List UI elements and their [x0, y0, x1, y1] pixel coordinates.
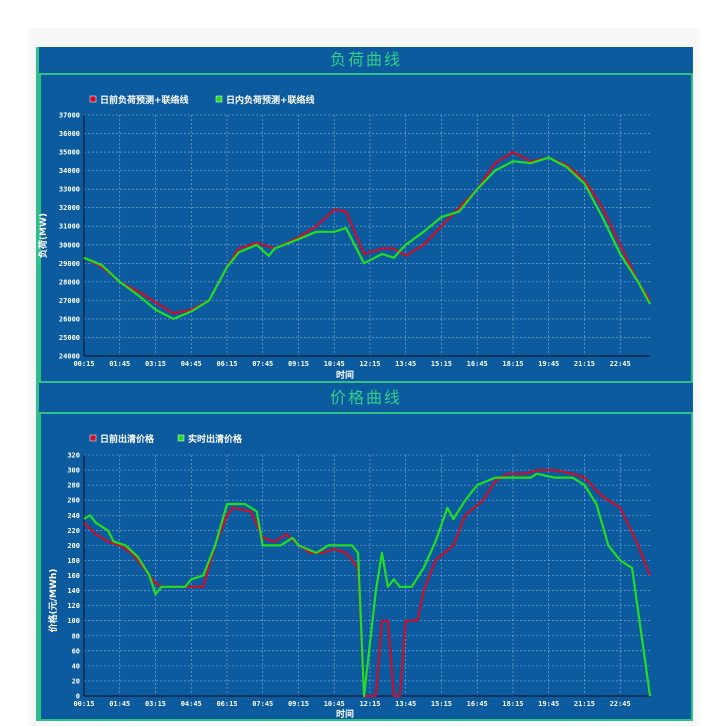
price-x-axis-label: 时间: [336, 708, 354, 720]
load-x-tick-label: 12:15: [359, 360, 380, 368]
load-x-tick-label: 13:45: [395, 360, 416, 368]
price-x-tick-label: 15:15: [431, 700, 452, 708]
price-y-tick-label: 80: [72, 632, 80, 640]
load-y-tick-label: 33000: [59, 186, 80, 194]
price-x-tick-label: 09:15: [288, 700, 309, 708]
load-y-tick-label: 28000: [59, 278, 80, 286]
price-y-axis-label: 价格(元/MWh): [47, 569, 59, 633]
load-x-tick-label: 18:15: [502, 360, 523, 368]
load-x-tick-label: 06:15: [216, 360, 237, 368]
load-series-line-intraday: [83, 156, 651, 320]
price-y-tick-label: 200: [67, 542, 80, 550]
load-y-tick-label: 31000: [59, 223, 80, 231]
price-x-tick-label: 03:15: [145, 700, 166, 708]
load-x-tick-label: 21:15: [574, 360, 595, 368]
price-x-tick-label: 07:45: [252, 700, 273, 708]
price-y-tick-label: 100: [67, 617, 80, 625]
price-plot-area: [39, 412, 693, 721]
load-x-tick-label: 04:45: [181, 360, 202, 368]
load-chart-title: 负荷曲线: [329, 50, 402, 69]
load-chart-panel: 负荷曲线: [36, 47, 693, 383]
price-x-tick-label: 18:15: [502, 700, 523, 708]
price-legend-swatch: [89, 434, 97, 442]
price-x-tick-label: 19:45: [538, 700, 559, 708]
price-y-tick-label: 160: [67, 572, 80, 580]
load-x-tick-label: 09:15: [288, 360, 309, 368]
price-y-tick-label: 60: [72, 647, 80, 655]
load-x-tick-label: 16:45: [467, 360, 488, 368]
load-x-tick-label: 01:45: [109, 360, 130, 368]
load-x-tick-label: 19:45: [538, 360, 559, 368]
load-y-tick-label: 30000: [59, 241, 80, 249]
load-y-axis-label: 负荷(MW): [37, 213, 49, 258]
price-y-tick-label: 180: [67, 557, 80, 565]
load-x-tick-label: 03:15: [145, 360, 166, 368]
load-y-tick-label: 26000: [59, 315, 80, 323]
price-y-tick-label: 40: [72, 662, 80, 670]
price-x-tick-label: 22:45: [610, 700, 631, 708]
load-x-tick-label: 15:15: [431, 360, 452, 368]
load-legend-label: 日内负荷预测+联络线: [226, 94, 315, 106]
price-series-line-intraday: [83, 472, 652, 698]
load-legend-swatch: [89, 95, 97, 103]
load-x-axis-label: 时间: [336, 369, 354, 381]
price-x-tick-label: 06:15: [216, 700, 237, 708]
load-x-tick-label: 10:45: [324, 360, 345, 368]
load-y-tick-label: 34000: [59, 167, 80, 175]
load-y-tick-label: 37000: [59, 112, 80, 120]
price-legend-swatch: [177, 434, 185, 442]
price-x-tick-label: 00:15: [73, 700, 94, 708]
load-x-tick-label: 07:45: [252, 360, 273, 368]
load-y-tick-label: 25000: [59, 334, 80, 342]
price-y-tick-label: 0: [76, 693, 80, 701]
load-x-tick-label: 00:15: [73, 360, 94, 368]
price-chart-title: 价格曲线: [329, 388, 402, 407]
price-y-tick-label: 260: [67, 497, 80, 505]
load-y-tick-label: 35000: [59, 149, 80, 157]
price-x-tick-label: 21:15: [574, 700, 595, 708]
price-y-tick-label: 120: [67, 602, 80, 610]
price-chart-panel: 价格曲线: [36, 383, 693, 721]
load-y-tick-label: 27000: [59, 297, 80, 305]
load-legend-swatch: [215, 95, 223, 103]
price-x-tick-label: 01:45: [109, 700, 130, 708]
price-x-tick-label: 10:45: [324, 700, 345, 708]
load-y-tick-label: 24000: [59, 353, 80, 361]
load-y-tick-label: 29000: [59, 260, 80, 268]
load-legend-label: 日前负荷预测+联络线: [100, 94, 189, 106]
price-y-tick-label: 320: [67, 452, 80, 460]
load-y-tick-label: 32000: [59, 204, 80, 212]
price-x-tick-label: 13:45: [395, 700, 416, 708]
price-x-tick-label: 12:15: [359, 700, 380, 708]
price-y-tick-label: 300: [67, 467, 80, 475]
price-x-tick-label: 16:45: [467, 700, 488, 708]
load-x-tick-label: 22:45: [610, 360, 631, 368]
load-y-tick-label: 36000: [59, 130, 80, 138]
price-legend-label: 日前出清价格: [100, 433, 155, 445]
load-plot-area: [39, 73, 693, 383]
price-x-tick-label: 04:45: [181, 700, 202, 708]
price-y-tick-label: 240: [67, 512, 80, 520]
price-y-tick-label: 220: [67, 527, 80, 535]
load-series-line-dayahead: [83, 151, 651, 315]
price-y-tick-label: 20: [72, 677, 80, 685]
price-y-tick-label: 280: [67, 482, 80, 490]
price-legend-label: 实时出清价格: [188, 433, 243, 445]
price-y-tick-label: 140: [67, 587, 80, 595]
